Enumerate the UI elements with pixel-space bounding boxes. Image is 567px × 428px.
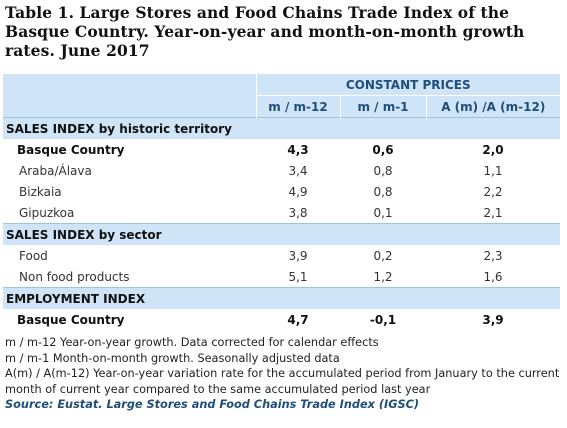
value-mom: 0,8	[373, 163, 393, 178]
value-yoy: 4,9	[288, 184, 308, 199]
trade-index-table: CONSTANT PRICES m / m-12 m / m-1 A (m) /…	[3, 74, 560, 330]
section-header-row: SALES INDEX by historic territory	[3, 117, 560, 139]
row-label: Gipuzkoa	[19, 205, 75, 220]
table-row: Gipuzkoa 3,8 0,1 2,1	[3, 202, 560, 224]
value-yoy: 3,9	[288, 248, 308, 263]
section-label: EMPLOYMENT INDEX	[3, 287, 560, 309]
note-accumulated: A(m) / A(m-12) Year-on-year variation ra…	[5, 367, 560, 396]
source-note: Source: Eustat. Large Stores and Food Ch…	[5, 398, 420, 411]
value-yoy: 3,4	[288, 163, 308, 178]
value-accumulated: 2,0	[482, 142, 504, 157]
value-mom: 1,2	[373, 269, 393, 284]
table-title: Table 1. Large Stores and Food Chains Tr…	[5, 3, 525, 60]
table-row: Araba/Álava 3,4 0,8 1,1	[3, 160, 560, 181]
header-constant-prices: CONSTANT PRICES	[256, 74, 560, 96]
row-label: Bizkaia	[19, 184, 62, 199]
value-mom: 0,6	[372, 142, 394, 157]
value-mom: 0,1	[373, 205, 393, 220]
row-label: Araba/Álava	[19, 163, 92, 178]
section-header-row: EMPLOYMENT INDEX	[3, 287, 560, 309]
header-group-row: CONSTANT PRICES	[3, 74, 560, 118]
value-yoy: 5,1	[288, 269, 308, 284]
header-blank-cell	[3, 74, 257, 118]
value-accumulated: 1,1	[483, 163, 503, 178]
table-row: Food 3,9 0,2 2,3	[3, 245, 560, 266]
table-row: Basque Country 4,3 0,6 2,0	[3, 139, 560, 160]
header-columns-row: m / m-12 m / m-1 A (m) /A (m-12)	[3, 95, 560, 118]
value-mom: -0,1	[369, 312, 397, 327]
header-col-yoy: m / m-12	[256, 95, 341, 118]
row-label: Non food products	[19, 269, 130, 284]
note-mom: m / m-1 Month-on-month growth. Seasonall…	[5, 351, 340, 365]
value-accumulated: 2,1	[483, 205, 503, 220]
footnotes: m / m-12 Year-on-year growth. Data corre…	[5, 335, 561, 413]
value-yoy: 4,7	[287, 312, 309, 327]
header-col-accumulated: A (m) /A (m-12)	[426, 95, 560, 118]
section-header-row: SALES INDEX by sector	[3, 223, 560, 245]
value-mom: 0,8	[373, 184, 393, 199]
header-col-mom: m / m-1	[340, 95, 427, 118]
value-yoy: 3,8	[288, 205, 308, 220]
table-row: Non food products 5,1 1,2 1,6	[3, 266, 560, 288]
row-label: Basque Country	[17, 312, 125, 327]
value-mom: 0,2	[373, 248, 393, 263]
value-accumulated: 3,9	[482, 312, 504, 327]
table-row: Basque Country 4,7 -0,1 3,9	[3, 309, 560, 330]
row-label: Basque Country	[17, 142, 125, 157]
note-yoy: m / m-12 Year-on-year growth. Data corre…	[5, 336, 379, 349]
value-accumulated: 1,6	[483, 269, 503, 284]
section-label: SALES INDEX by historic territory	[3, 117, 560, 139]
value-accumulated: 2,2	[483, 184, 503, 199]
section-label: SALES INDEX by sector	[3, 223, 560, 245]
row-label: Food	[19, 248, 48, 263]
value-accumulated: 2,3	[483, 248, 503, 263]
table-row: Bizkaia 4,9 0,8 2,2	[3, 181, 560, 202]
value-yoy: 4,3	[287, 142, 309, 157]
